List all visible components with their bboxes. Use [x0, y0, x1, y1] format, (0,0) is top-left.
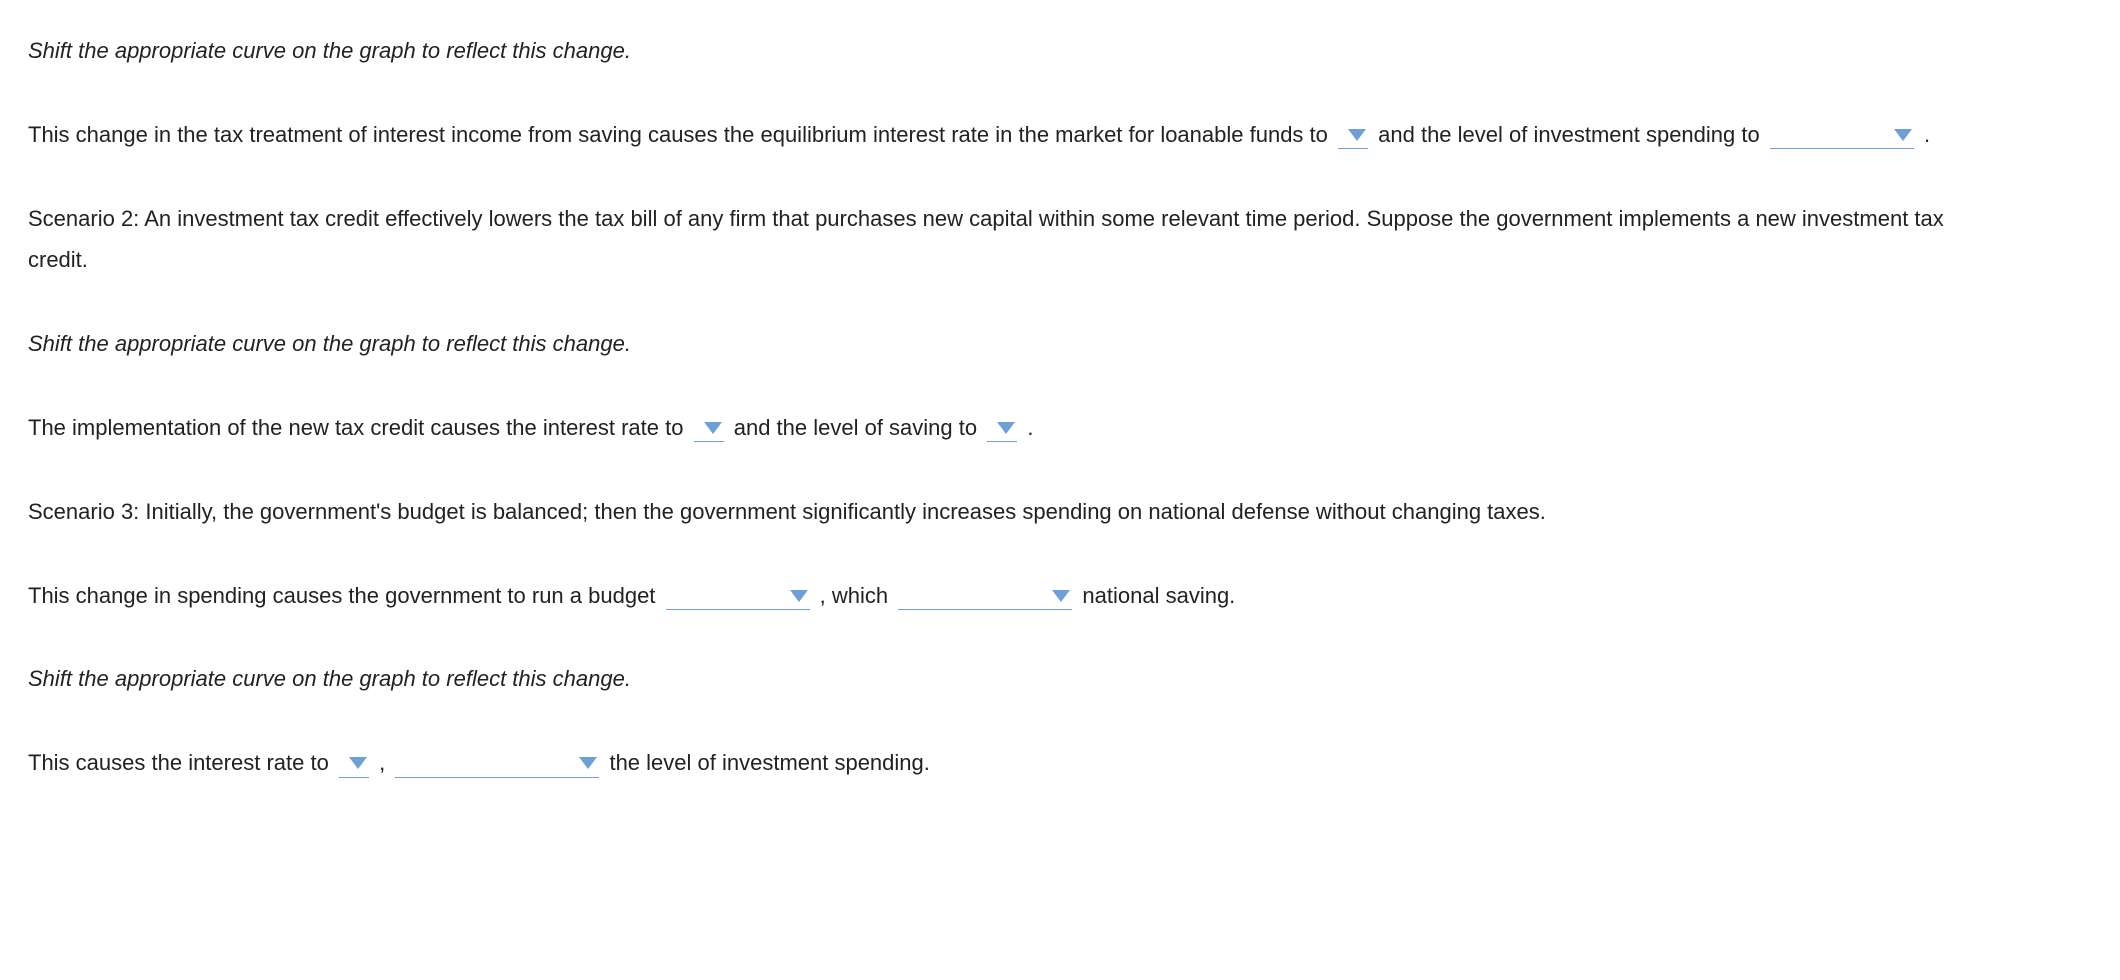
instruction-shift-curve-1: Shift the appropriate curve on the graph… [28, 30, 1988, 72]
text-segment: Scenario 3: Initially, the government's … [28, 499, 1546, 524]
text-segment: the level of investment spending. [609, 750, 929, 775]
chevron-down-icon [349, 757, 367, 769]
dropdown-investment-spending-direction[interactable] [1770, 122, 1914, 149]
text-segment: , which [820, 583, 888, 608]
instruction-shift-curve-2: Shift the appropriate curve on the graph… [28, 323, 1988, 365]
text-segment: This causes the interest rate to [28, 750, 329, 775]
dropdown-budget-type[interactable] [666, 583, 810, 610]
text-segment: This change in the tax treatment of inte… [28, 122, 1328, 147]
paragraph-tax-treatment: This change in the tax treatment of inte… [28, 114, 1988, 156]
chevron-down-icon [1052, 590, 1070, 602]
text-segment: and the level of investment spending to [1378, 122, 1760, 147]
dropdown-national-saving-effect[interactable] [898, 583, 1072, 610]
instruction-text: Shift the appropriate curve on the graph… [28, 331, 631, 356]
dropdown-interest-rate-direction-1[interactable] [1338, 122, 1368, 149]
chevron-down-icon [1348, 129, 1366, 141]
paragraph-scenario-3: Scenario 3: Initially, the government's … [28, 491, 1988, 533]
text-segment: This change in spending causes the gover… [28, 583, 655, 608]
paragraph-budget: This change in spending causes the gover… [28, 575, 1988, 617]
chevron-down-icon [997, 422, 1015, 434]
instruction-text: Shift the appropriate curve on the graph… [28, 38, 631, 63]
chevron-down-icon [704, 422, 722, 434]
dropdown-investment-spending-effect[interactable] [395, 750, 599, 777]
paragraph-scenario-2: Scenario 2: An investment tax credit eff… [28, 198, 1988, 282]
paragraph-interest-rate-result: This causes the interest rate to , the l… [28, 742, 1988, 784]
dropdown-saving-direction[interactable] [987, 415, 1017, 442]
text-segment: . [1924, 122, 1930, 147]
text-segment: . [1027, 415, 1033, 440]
dropdown-interest-rate-direction-2[interactable] [694, 415, 724, 442]
paragraph-new-tax-credit: The implementation of the new tax credit… [28, 407, 1988, 449]
chevron-down-icon [579, 757, 597, 769]
text-segment: , [379, 750, 385, 775]
instruction-shift-curve-3: Shift the appropriate curve on the graph… [28, 658, 1988, 700]
text-segment: Scenario 2: An investment tax credit eff… [28, 206, 1944, 273]
text-segment: and the level of saving to [734, 415, 977, 440]
chevron-down-icon [1894, 129, 1912, 141]
text-segment: The implementation of the new tax credit… [28, 415, 683, 440]
chevron-down-icon [790, 590, 808, 602]
dropdown-interest-rate-direction-3[interactable] [339, 750, 369, 777]
text-segment: national saving. [1082, 583, 1235, 608]
instruction-text: Shift the appropriate curve on the graph… [28, 666, 631, 691]
